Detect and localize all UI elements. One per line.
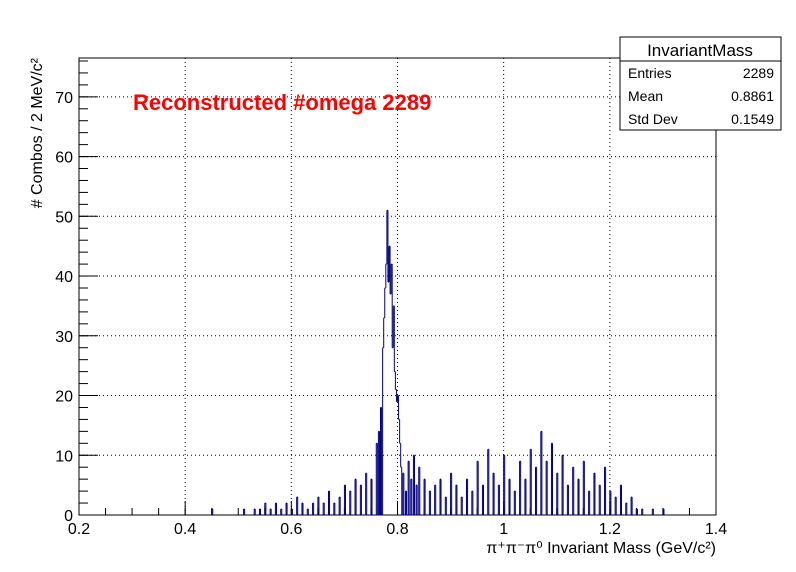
stats-box-title: InvariantMass: [647, 41, 753, 60]
x-tick-label: 0.6: [280, 521, 302, 538]
x-tick-label: 1.4: [705, 521, 727, 538]
y-tick-label: 40: [55, 269, 73, 286]
y-tick-label: 60: [55, 150, 73, 167]
stats-entries-label: Entries: [628, 65, 672, 81]
y-tick-label: 20: [55, 389, 73, 406]
stats-stddev-value: 0.1549: [731, 111, 774, 127]
histogram-bins: [211, 209, 665, 515]
y-axis-title: # Combos / 2 MeV/c²: [29, 57, 46, 208]
y-tick-labels: 0 10 20 30 40 50 60 70: [55, 90, 73, 525]
x-tick-label: 0.8: [386, 521, 408, 538]
stats-box: InvariantMass Entries 2289 Mean 0.8861 S…: [619, 36, 782, 131]
chart-annotation: Reconstructed #omega 2289: [133, 90, 431, 115]
grid-lines: [79, 58, 716, 515]
x-axis-title: π⁺π⁻π⁰ Invariant Mass (GeV/c²): [486, 540, 716, 557]
stats-entries-value: 2289: [743, 65, 774, 81]
x-tick-label: 1.2: [599, 521, 621, 538]
y-tick-label: 50: [55, 209, 73, 226]
stats-box-frame: [619, 36, 782, 131]
y-tick-label: 0: [64, 508, 73, 525]
x-tick-label: 0.4: [174, 521, 196, 538]
y-tick-label: 30: [55, 329, 73, 346]
x-tick-label: 0.2: [68, 521, 90, 538]
stats-mean-value: 0.8861: [731, 88, 774, 104]
y-tick-label: 10: [55, 448, 73, 465]
stats-mean-label: Mean: [628, 88, 663, 104]
stats-stddev-label: Std Dev: [628, 111, 678, 127]
x-tick-labels: 0.2 0.4 0.6 0.8 1 1.2 1.4: [68, 521, 727, 538]
y-tick-label: 70: [55, 90, 73, 107]
x-tick-label: 1: [499, 521, 508, 538]
